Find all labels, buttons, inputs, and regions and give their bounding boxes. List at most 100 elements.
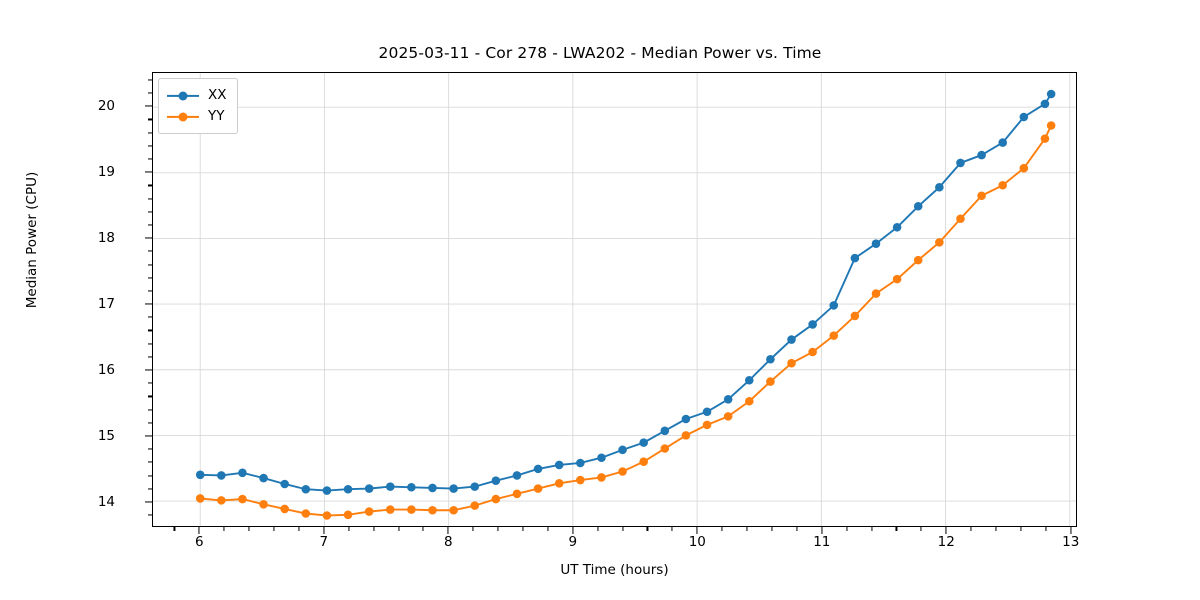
data-point [195,470,205,480]
data-point [597,473,606,482]
data-point [913,255,923,265]
series-line-xx [200,94,1051,491]
data-point [449,484,458,493]
y-tick-mark-minor [148,132,152,134]
data-point [470,482,480,491]
x-tick-label: 7 [319,534,329,550]
data-point [491,476,501,485]
y-tick-mark-minor [148,145,152,147]
data-point [1046,89,1056,99]
data-point [935,238,944,247]
y-tick-mark-minor [148,448,152,450]
x-tick-label: 10 [688,534,706,550]
y-tick-mark-minor [148,264,152,266]
gridlines [153,73,1076,526]
y-tick-mark [145,435,152,437]
y-tick-label: 14 [97,493,115,510]
data-point [322,511,332,520]
y-tick-mark [145,237,152,239]
data-point [280,504,289,514]
x-tick-mark-minor [920,527,922,531]
legend-label-yy: YY [208,107,225,124]
y-tick-mark-minor [148,461,152,463]
data-point [428,505,437,515]
y-tick-mark-minor [148,316,152,318]
x-tick-mark-minor [746,527,748,531]
plot-area [152,72,1077,527]
y-tick-mark-minor [148,211,152,213]
chart-title: 2025-03-11 - Cor 278 - LWA202 - Median P… [378,44,822,62]
data-point [407,482,416,492]
y-tick-mark-minor [148,290,152,292]
data-point [892,223,902,232]
data-point [723,395,733,404]
x-tick-mark-minor [597,527,599,531]
series-line-yy [200,126,1051,516]
x-tick-mark-minor [373,527,375,531]
x-tick-mark-minor [995,527,997,531]
x-tick-mark-minor [622,527,624,531]
y-tick-mark-minor [148,158,152,160]
data-point [618,445,627,455]
y-tick-mark-minor [148,277,152,279]
data-point [808,347,817,357]
x-tick-mark-minor [721,527,723,531]
legend-item-yy: YY [167,106,227,127]
x-tick-mark-minor [497,527,499,531]
x-tick-mark [821,527,823,534]
x-tick-mark-minor [348,527,350,531]
y-tick-mark-minor [148,250,152,252]
data-point [956,158,965,168]
data-point [850,253,860,263]
x-tick-mark [323,527,325,534]
data-point [533,484,543,493]
data-point [343,510,353,520]
x-tick-mark-minor [1020,527,1022,531]
x-tick-mark-minor [223,527,225,531]
x-tick-mark-minor [472,527,474,531]
y-tick-mark-minor [148,422,152,424]
data-point [829,331,839,340]
data-point [259,500,268,509]
data-point [512,489,522,499]
y-tick-mark [145,303,152,305]
data-point [385,482,395,491]
data-point [1019,112,1029,122]
data-point [238,494,247,504]
data-point [723,412,733,421]
data-point [407,505,416,514]
y-tick-mark [145,171,152,173]
data-point [238,468,247,478]
data-point [850,311,860,321]
y-tick-label: 15 [97,428,115,444]
x-tick-label: 12 [937,534,955,550]
y-tick-label: 16 [97,362,115,379]
data-point [639,457,648,466]
data-point [322,486,332,495]
data-point [217,471,226,480]
data-point [702,420,712,430]
data-point [259,473,268,483]
x-tick-label: 13 [1062,534,1080,550]
data-point [935,182,944,192]
data-point [618,467,627,476]
data-point [576,475,585,485]
data-point [766,354,775,364]
y-tick-label: 18 [97,230,115,247]
data-point [787,358,796,368]
y-tick-mark-minor [148,118,152,121]
x-tick-mark-minor [671,527,673,531]
x-tick-mark-minor [871,527,873,531]
data-point [702,407,712,417]
x-tick-mark-minor [846,527,848,531]
x-tick-mark-minor [970,527,972,531]
data-point [744,375,754,385]
y-tick-mark-minor [148,198,152,200]
x-tick-mark-minor [1045,527,1047,531]
data-point [1046,121,1056,130]
x-tick-mark-minor [796,527,798,531]
legend-marker-yy [167,111,199,123]
legend: XX YY [158,78,238,134]
data-point [554,479,564,488]
